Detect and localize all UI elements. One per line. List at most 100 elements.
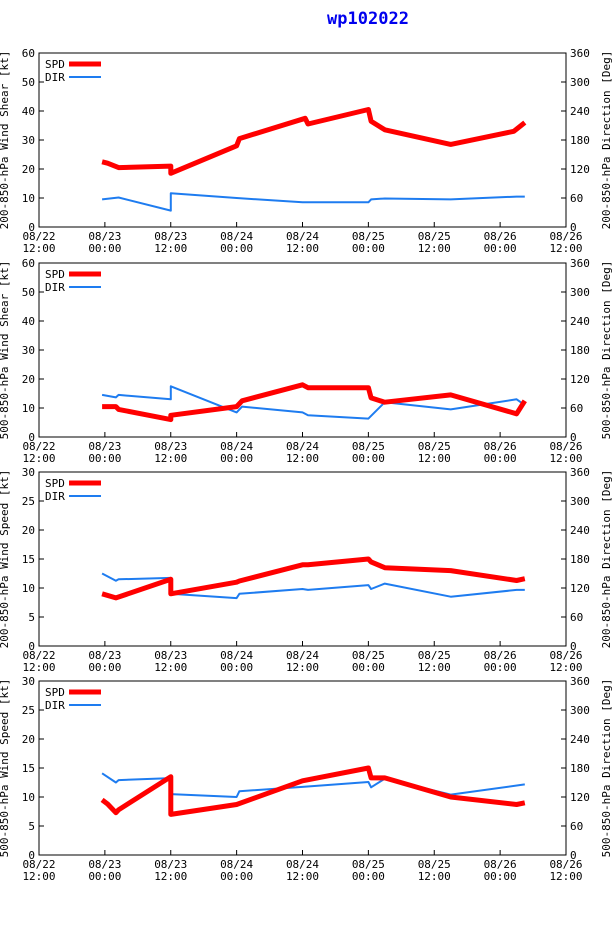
- x-tick-label-time: 00:00: [352, 661, 385, 674]
- x-tick-label-time: 12:00: [286, 661, 319, 674]
- x-tick-label-date: 08/24: [220, 440, 253, 453]
- legend-label-spd: SPD: [45, 268, 65, 281]
- x-tick-label-date: 08/22: [22, 230, 55, 243]
- legend-label-spd: SPD: [45, 686, 65, 699]
- x-tick-label-date: 08/24: [220, 649, 253, 662]
- y-axis-title: 200-850-hPa Wind Speed [kt]: [0, 470, 11, 649]
- y-tick-label: 60: [22, 257, 35, 270]
- y-tick-label: 10: [22, 582, 35, 595]
- x-tick-label-date: 08/26: [484, 858, 517, 871]
- y-tick-label: 10: [22, 791, 35, 804]
- y2-tick-label: 240: [570, 733, 590, 746]
- x-tick-label-time: 00:00: [352, 870, 385, 883]
- x-tick-label-time: 12:00: [154, 661, 187, 674]
- y2-tick-label: 180: [570, 134, 590, 147]
- y-tick-label: 30: [22, 344, 35, 357]
- y2-tick-label: 360: [570, 47, 590, 60]
- x-tick-label-date: 08/25: [352, 440, 385, 453]
- y2-tick-label: 300: [570, 495, 590, 508]
- dir-series-line: [101, 192, 525, 212]
- x-tick-label-time: 12:00: [418, 452, 451, 465]
- x-tick-label-date: 08/23: [154, 649, 187, 662]
- x-tick-label-time: 12:00: [286, 452, 319, 465]
- x-tick-label-time: 12:00: [418, 661, 451, 674]
- x-tick-label-date: 08/22: [22, 858, 55, 871]
- y-tick-label: 10: [22, 402, 35, 415]
- y2-tick-label: 360: [570, 466, 590, 479]
- y2-tick-label: 300: [570, 76, 590, 89]
- x-tick-label-date: 08/26: [549, 440, 582, 453]
- y-axis-title: 200-850-hPa Wind Shear [kt]: [0, 51, 11, 230]
- y-tick-label: 40: [22, 105, 35, 118]
- x-tick-label-date: 08/25: [352, 649, 385, 662]
- legend-label-spd: SPD: [45, 58, 65, 71]
- x-tick-label-time: 00:00: [352, 242, 385, 255]
- spd-series-line: [100, 765, 526, 817]
- x-tick-label-date: 08/25: [418, 440, 451, 453]
- x-tick-label-time: 12:00: [22, 242, 55, 255]
- y-tick-label: 60: [22, 47, 35, 60]
- chart-panel-3: 05101520253006012018024030036008/2212:00…: [0, 466, 613, 674]
- spd-series-line: [101, 107, 527, 176]
- y-tick-label: 25: [22, 704, 35, 717]
- y2-tick-label: 240: [570, 315, 590, 328]
- x-tick-label-time: 12:00: [549, 452, 582, 465]
- x-tick-label-time: 12:00: [22, 870, 55, 883]
- y2-axis-title: 500-850-hPa Direction [Deg]: [600, 679, 613, 858]
- legend-label-dir: DIR: [45, 71, 65, 84]
- y-tick-label: 5: [28, 611, 35, 624]
- x-tick-label-time: 00:00: [484, 870, 517, 883]
- x-tick-label-time: 00:00: [88, 452, 121, 465]
- y-tick-label: 0: [28, 640, 35, 653]
- y-tick-label: 5: [28, 820, 35, 833]
- y2-tick-label: 120: [570, 582, 590, 595]
- x-tick-label-time: 00:00: [220, 870, 253, 883]
- y-tick-label: 15: [22, 553, 35, 566]
- x-tick-label-date: 08/23: [88, 649, 121, 662]
- chart-panel-4: 05101520253006012018024030036008/2212:00…: [0, 675, 613, 883]
- y2-tick-label: 120: [570, 791, 590, 804]
- x-tick-label-time: 00:00: [220, 452, 253, 465]
- x-tick-label-date: 08/23: [154, 858, 187, 871]
- x-tick-label-date: 08/25: [352, 230, 385, 243]
- x-tick-label-time: 12:00: [22, 452, 55, 465]
- x-tick-label-time: 12:00: [22, 661, 55, 674]
- y-tick-label: 20: [22, 373, 35, 386]
- y-tick-label: 0: [28, 221, 35, 234]
- y2-tick-label: 240: [570, 105, 590, 118]
- x-tick-label-time: 00:00: [220, 242, 253, 255]
- legend-label-dir: DIR: [45, 281, 65, 294]
- x-tick-label-date: 08/25: [418, 649, 451, 662]
- y2-tick-label: 60: [570, 611, 583, 624]
- y-tick-label: 30: [22, 675, 35, 688]
- y-tick-label: 20: [22, 524, 35, 537]
- x-tick-label-date: 08/23: [88, 858, 121, 871]
- x-tick-label-date: 08/24: [286, 440, 319, 453]
- x-tick-label-time: 12:00: [154, 242, 187, 255]
- x-tick-label-date: 08/23: [88, 230, 121, 243]
- legend-label-dir: DIR: [45, 490, 65, 503]
- y2-axis-title: 200-850-hPa Direction [Deg]: [600, 51, 613, 230]
- x-tick-label-time: 12:00: [286, 870, 319, 883]
- x-tick-label-date: 08/25: [418, 858, 451, 871]
- y2-axis-title: 500-850-hPa Direction [Deg]: [600, 261, 613, 440]
- y-tick-label: 0: [28, 849, 35, 862]
- x-tick-label-time: 12:00: [418, 242, 451, 255]
- x-tick-label-date: 08/26: [484, 649, 517, 662]
- y2-tick-label: 300: [570, 286, 590, 299]
- y2-tick-label: 60: [570, 402, 583, 415]
- chart-panel-2: 010203040506006012018024030036008/2212:0…: [0, 257, 613, 465]
- x-tick-label-time: 00:00: [88, 661, 121, 674]
- x-tick-label-time: 12:00: [286, 242, 319, 255]
- x-tick-label-date: 08/23: [88, 440, 121, 453]
- y2-tick-label: 240: [570, 524, 590, 537]
- y2-tick-label: 0: [570, 221, 577, 234]
- page-title: wp102022: [327, 9, 409, 29]
- x-tick-label-time: 12:00: [418, 870, 451, 883]
- y2-tick-label: 0: [570, 640, 577, 653]
- y2-tick-label: 60: [570, 192, 583, 205]
- x-tick-label-date: 08/24: [220, 230, 253, 243]
- chart-panel-1: 010203040506006012018024030036008/2212:0…: [0, 47, 613, 255]
- x-tick-label-time: 00:00: [484, 661, 517, 674]
- spd-series-line: [101, 556, 526, 601]
